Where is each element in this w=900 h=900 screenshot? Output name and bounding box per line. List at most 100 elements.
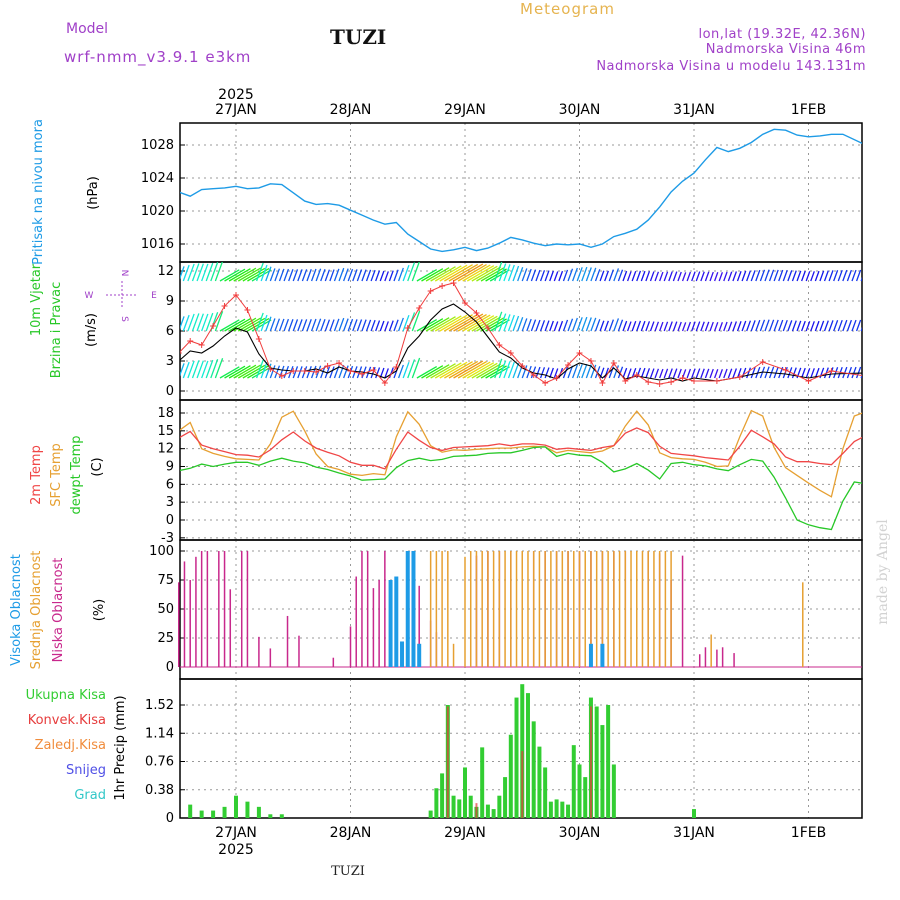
wind-arrow	[182, 361, 190, 379]
wind-arrow	[361, 319, 367, 332]
precip-total-bar	[199, 810, 204, 818]
wind-arrow	[713, 272, 719, 282]
ytick-label: 1.14	[145, 726, 174, 741]
wind-arrow	[709, 271, 714, 282]
wind-arrow	[233, 364, 257, 379]
wind-arrow	[640, 270, 646, 282]
wind-arrow	[393, 319, 399, 332]
wind-arrow	[842, 319, 848, 332]
wind-arrow	[498, 263, 507, 282]
wind-arrow	[356, 269, 363, 282]
day-label-top: 31JAN	[673, 102, 715, 118]
cloud-bar	[653, 551, 655, 667]
cloud-bar	[417, 643, 422, 667]
wind-arrow	[805, 321, 811, 332]
wind-arrow	[626, 368, 632, 379]
wind-arrow	[466, 265, 495, 282]
wind-arrow	[530, 269, 537, 282]
wind-arrow	[567, 318, 574, 332]
wind-arrow	[645, 368, 651, 379]
day-label-bottom: 28JAN	[330, 825, 372, 841]
wind-arrow	[590, 267, 597, 282]
wind-arrow	[457, 361, 487, 379]
wind-arrow	[654, 271, 660, 282]
wind-arrow	[631, 270, 637, 282]
wind-arrow	[283, 318, 290, 332]
cloud-bar	[388, 580, 393, 667]
wind-arrow	[444, 264, 473, 282]
ytick-label: -3	[161, 531, 174, 546]
wind-arrow	[764, 269, 770, 282]
wind-arrow	[814, 320, 820, 332]
wind-arrow	[562, 319, 569, 332]
wind-arrow	[397, 267, 404, 282]
precip-total-bar	[514, 697, 519, 818]
cloud-bar	[384, 551, 386, 667]
precip-total-bar	[497, 795, 502, 818]
wind-arrow	[833, 270, 839, 282]
wind-arrow	[434, 362, 462, 379]
precip-total-bar	[692, 809, 696, 818]
ytick-label: 75	[157, 573, 174, 588]
wind-arrow	[805, 368, 811, 379]
wind-arrow	[503, 264, 511, 282]
wind-arrow	[581, 266, 588, 282]
cloud-bar	[716, 649, 718, 667]
wind-arrow	[224, 365, 246, 379]
ytick-label: 18	[157, 406, 174, 421]
wind-arrow	[224, 318, 246, 332]
wind-arrow	[755, 269, 761, 282]
ytick-label: 6	[166, 324, 174, 339]
wind-arrow	[274, 318, 281, 332]
precip-total-bar	[571, 745, 576, 818]
wind-title-line2: Brzina i Pravac	[49, 282, 64, 379]
wind-arrow	[691, 321, 696, 332]
wind-arrow	[530, 319, 537, 332]
wind-arrow	[741, 270, 747, 282]
wind-arrow	[352, 269, 358, 282]
cloud-bar	[641, 551, 644, 667]
wind-arrow	[260, 264, 268, 282]
wind-arrow	[668, 321, 673, 332]
meteogram-title: Meteogram	[520, 0, 615, 18]
wind-arrow	[407, 262, 416, 282]
day-label-bottom: 27JAN	[215, 825, 257, 841]
wind-arrow	[498, 360, 507, 379]
wind-arrow	[278, 318, 285, 332]
precip-conv-bar	[589, 706, 592, 818]
elevation-label: Nadmorska Visina 46m	[706, 42, 866, 57]
wind-arrow	[462, 361, 491, 379]
precip-total-bar	[234, 795, 238, 818]
wind-arrow	[581, 316, 588, 332]
cloud-bar	[298, 635, 300, 667]
wind-arrow	[517, 267, 524, 282]
wind-arrow	[851, 366, 857, 379]
wind-arrow	[324, 319, 331, 332]
wind-arrow	[691, 271, 696, 282]
wind-arrow	[526, 365, 532, 379]
wind-arrow	[379, 320, 385, 332]
wind-arrow	[434, 265, 462, 282]
wind-arrow	[750, 320, 756, 332]
cloud-bar	[218, 551, 220, 667]
cloud-bar	[206, 551, 209, 667]
wind-arrow	[425, 317, 450, 332]
precip-total-bar	[188, 804, 193, 818]
wind-arrow	[558, 320, 564, 332]
wind-arrow	[700, 321, 705, 332]
pressure-line	[180, 128, 862, 253]
wind-arrow	[425, 267, 450, 282]
wind-arrow	[649, 271, 655, 282]
ytick-label: 9	[166, 294, 174, 309]
wind-arrow	[718, 272, 723, 282]
precip-total-bar	[434, 788, 439, 818]
cloud-bar	[269, 648, 272, 667]
wind-arrow	[219, 366, 240, 379]
wind-arrow	[691, 368, 696, 379]
compass-rose: N S W E	[85, 270, 158, 323]
cloud-bar	[441, 551, 443, 667]
wind-arrow	[507, 361, 515, 379]
wind-arrows	[180, 262, 862, 379]
precip-total-bar	[503, 777, 508, 818]
precip-total-bar	[480, 747, 485, 818]
